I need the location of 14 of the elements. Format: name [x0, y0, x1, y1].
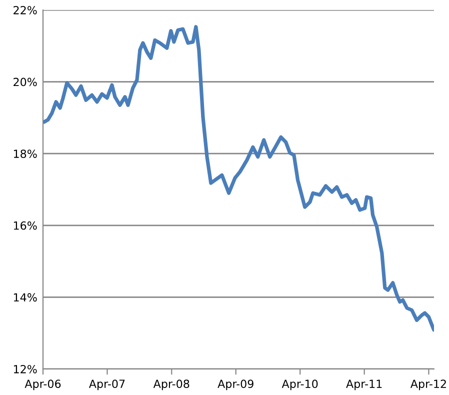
x-tick-label: Apr-12: [410, 380, 446, 390]
x-tick-label: Apr-10: [282, 380, 318, 390]
x-tick-label: Apr-07: [88, 380, 125, 390]
y-tick-label: 22%: [14, 6, 37, 14]
y-tick-label: 12%: [14, 364, 37, 374]
line-series: [43, 25, 434, 332]
y-tick-label: 16%: [14, 221, 37, 230]
x-tick-label: Apr-06: [24, 380, 61, 390]
y-tick-label: 14%: [14, 293, 37, 302]
x-tick-label: Apr-08: [153, 380, 190, 390]
y-tick-label: 20%: [14, 78, 37, 86]
x-tick-label: Apr-11: [346, 380, 382, 390]
y-tick-label: 18%: [14, 150, 37, 158]
x-tick-label: Apr-09: [218, 380, 254, 390]
